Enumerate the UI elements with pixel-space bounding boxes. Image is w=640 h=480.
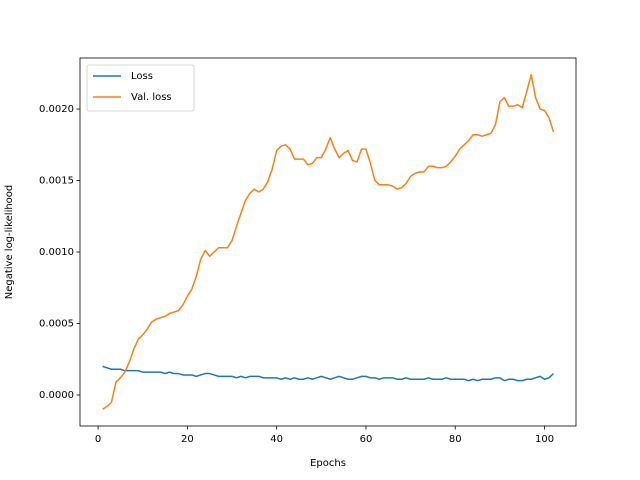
x-axis-label: Epochs [310, 458, 346, 469]
x-tick-label: 20 [181, 434, 194, 445]
x-tick-label: 60 [360, 434, 373, 445]
y-tick-label: 0.0005 [39, 318, 74, 329]
y-tick-label: 0.0000 [39, 390, 74, 401]
series-line [102, 73, 555, 410]
legend: Loss Val. loss [86, 64, 195, 112]
x-tick-label: 100 [535, 434, 554, 445]
y-tick-label: 0.0015 [39, 176, 74, 187]
x-tick-label: 80 [449, 434, 462, 445]
y-tick-label: 0.0020 [39, 104, 74, 115]
x-tick-label: 0 [95, 434, 101, 445]
legend-label: Val. loss [131, 92, 172, 103]
x-tick-label: 40 [270, 434, 283, 445]
y-tick-label: 0.0010 [39, 247, 74, 258]
series-line [102, 365, 554, 382]
plot-frame [79, 57, 577, 427]
y-axis-label: Negative log-likelihood [4, 185, 15, 300]
legend-label: Loss [131, 71, 153, 82]
